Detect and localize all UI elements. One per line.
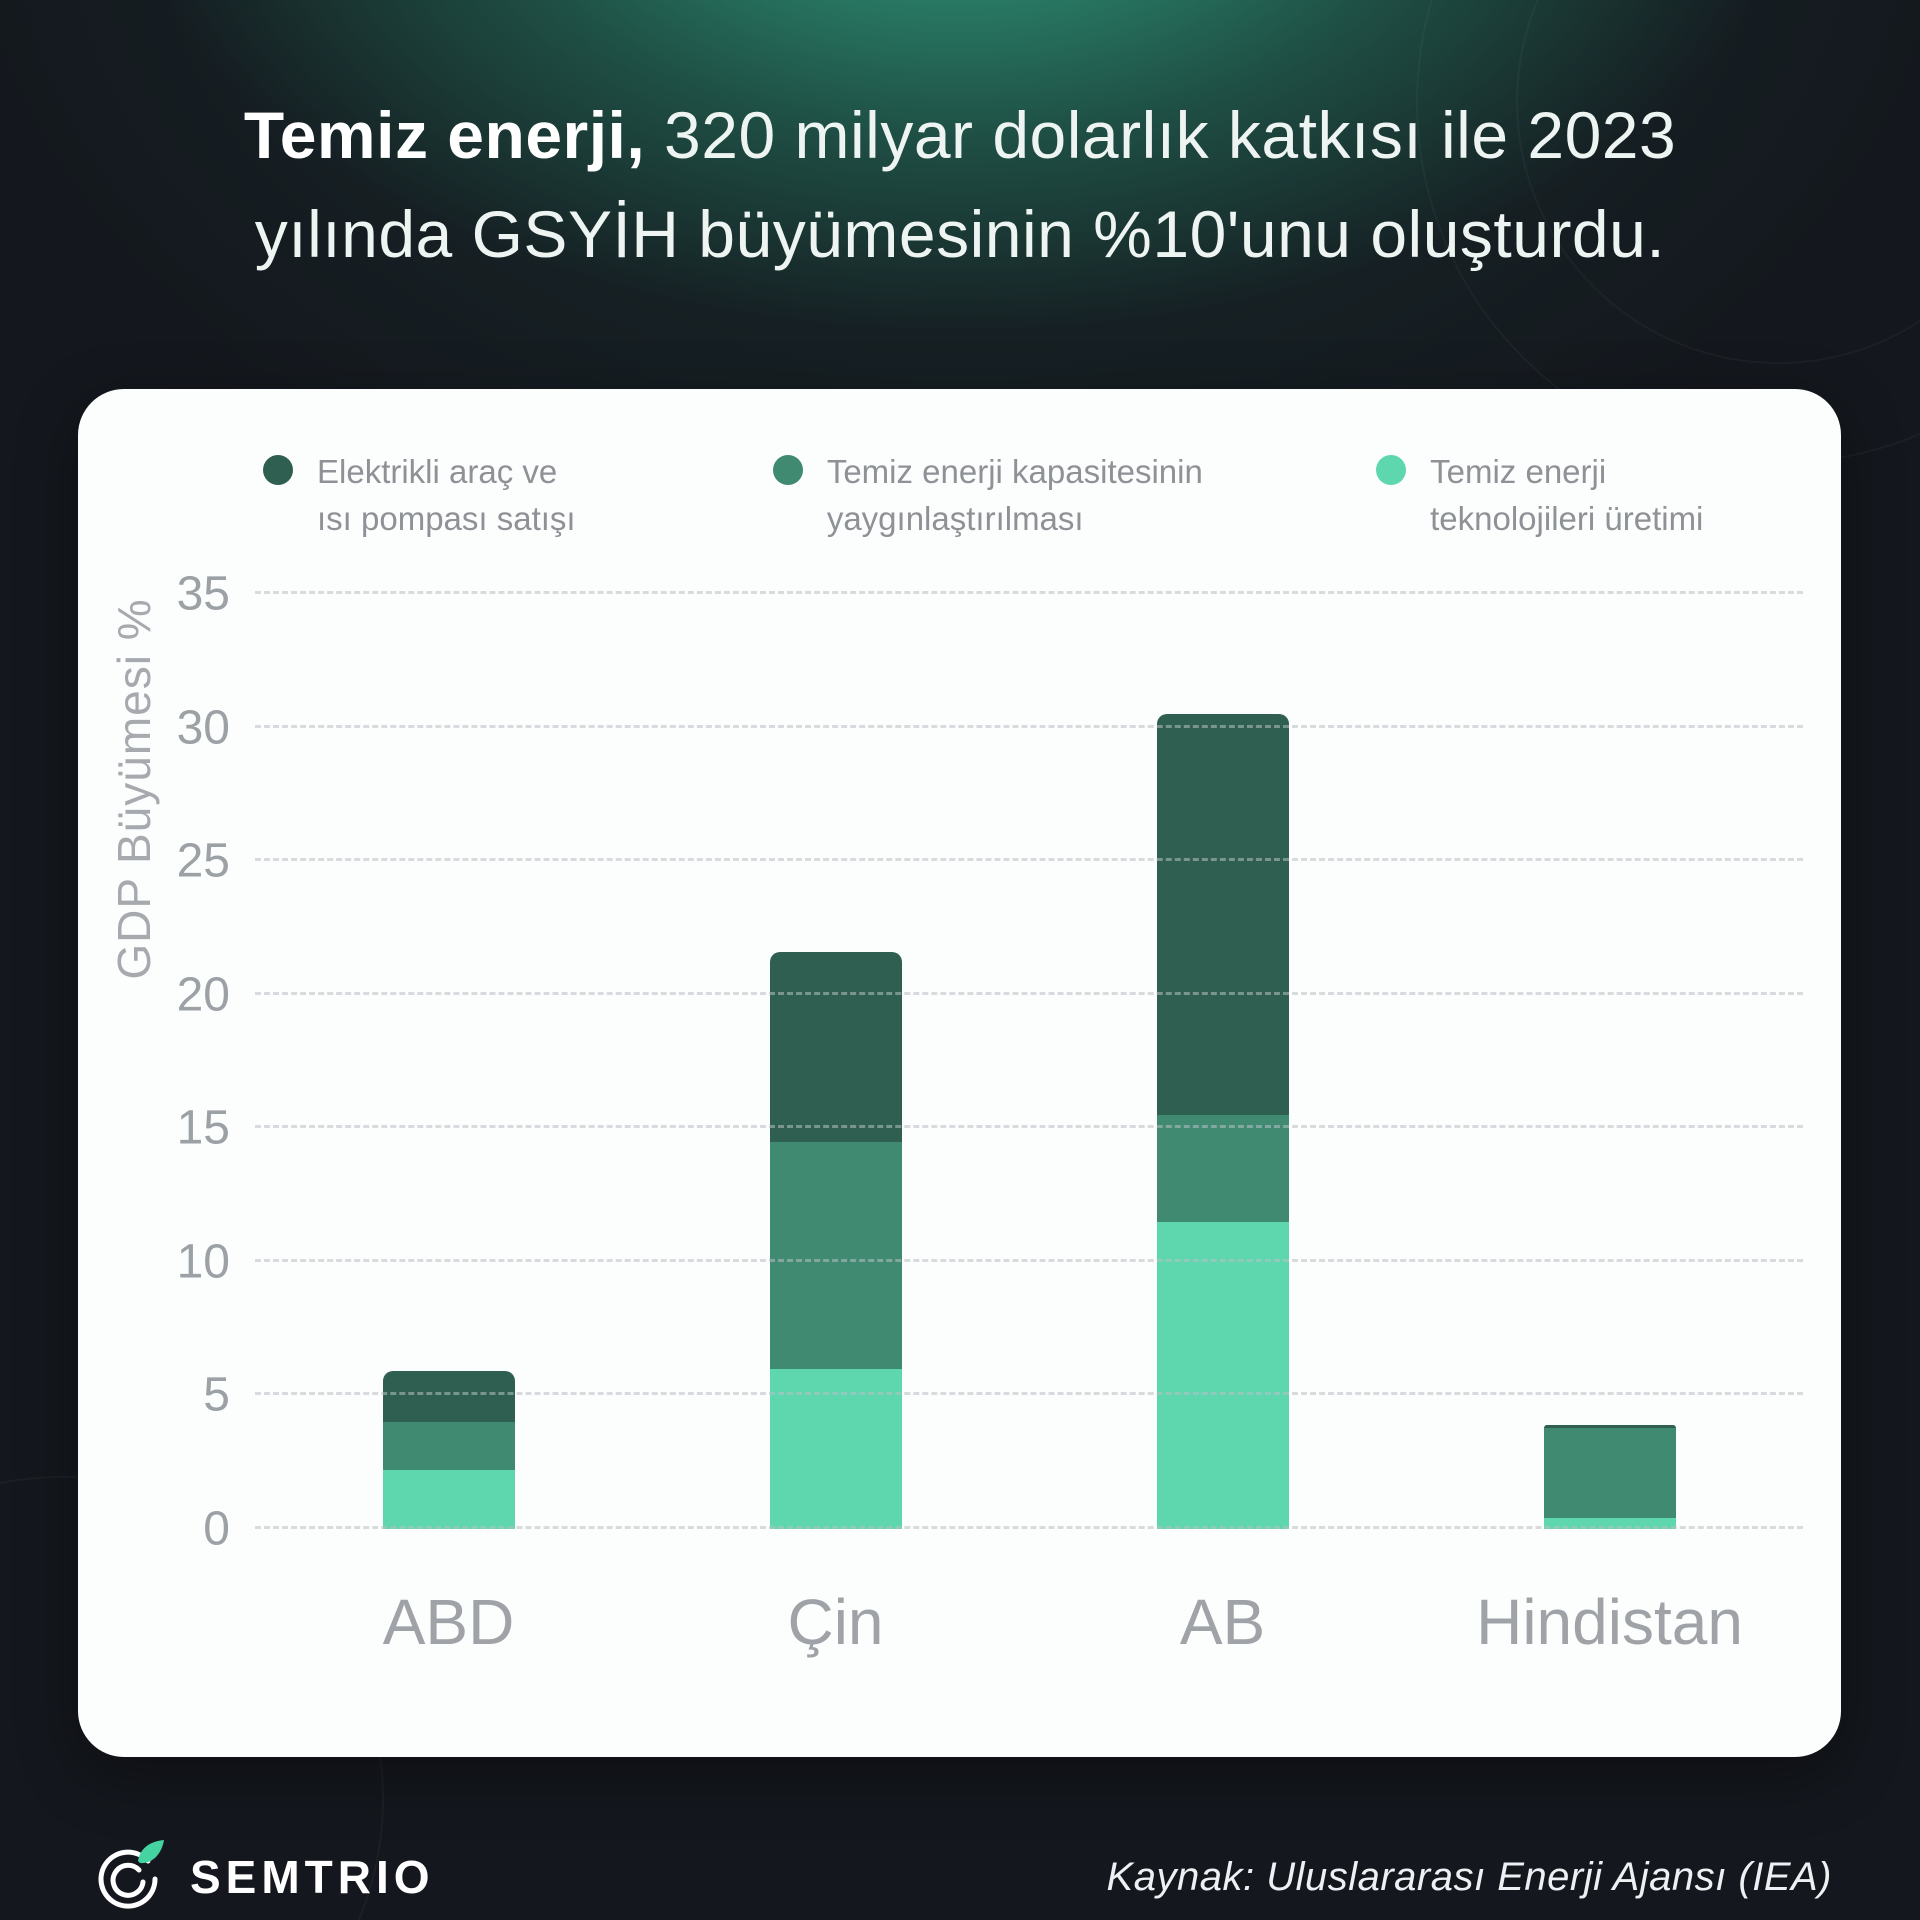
legend-dot-icon (263, 455, 293, 485)
leaf-icon (138, 1840, 164, 1864)
bar-segment (382, 1470, 515, 1529)
brand-name: SEMTRIO (190, 1851, 435, 1903)
gridline (255, 1125, 1803, 1129)
bar-segment (1543, 1518, 1676, 1529)
y-tick-label: 25 (176, 834, 230, 888)
legend-item: Temiz enerji teknolojileri üretimi (1376, 449, 1801, 543)
legend-dot-icon (1376, 455, 1407, 485)
x-category-label: AB (1179, 1586, 1266, 1658)
page-title-line2: yılında GSYİH büyümesinin %10'unu oluştu… (254, 197, 1666, 271)
y-tick-label: 10 (176, 1235, 230, 1289)
gridline (255, 724, 1803, 728)
gridline (255, 1526, 1803, 1529)
y-tick-labels: 0 5 10 15 20 25 30 35 (65, 568, 230, 1556)
gridline (255, 1392, 1803, 1396)
bar-segment (1156, 1114, 1289, 1222)
footer: SEMTRIO Kaynak: Uluslararası Enerji Ajan… (88, 1822, 1832, 1920)
gridline (255, 591, 1803, 594)
semtrio-logo-icon (88, 1837, 168, 1917)
bar-segment (769, 1141, 902, 1369)
bar-stack-Hindistan (1543, 594, 1676, 1529)
page-title: Temiz enerji, 320 milyar dolarlık katkıs… (60, 86, 1860, 284)
bar-segment (1156, 714, 1289, 1115)
y-tick-label: 30 (176, 701, 230, 755)
source-text: Kaynak: Uluslararası Enerji Ajansı (IEA) (1106, 1854, 1832, 1899)
bar-segment (1543, 1427, 1676, 1519)
bar-column (255, 594, 642, 1529)
plot-area: 0 5 10 15 20 25 30 35 ABD Çin AB Hindistan (177, 568, 1803, 1658)
x-category-label: Hindistan (1476, 1586, 1743, 1658)
y-tick-label: 0 (203, 1502, 230, 1556)
bars-layer (255, 594, 1803, 1529)
bar-segment (1156, 1221, 1289, 1529)
legend-item: Temiz enerji kapasitesinin yaygınlaştırıl… (772, 449, 1376, 543)
y-tick-label: 15 (176, 1101, 230, 1155)
bar-segment (382, 1371, 515, 1423)
bar-segment (769, 952, 902, 1142)
brand: SEMTRIO (88, 1837, 435, 1917)
gridline (255, 991, 1803, 995)
bar-column (1416, 594, 1803, 1529)
gridline (255, 858, 1803, 862)
legend-label: Temiz enerji kapasitesinin yaygınlaştırıl… (826, 453, 1203, 537)
gridline (255, 1258, 1803, 1262)
bar-column (642, 594, 1029, 1529)
y-tick-label: 35 (176, 567, 230, 621)
bar-stack-ABD (382, 594, 515, 1529)
x-category-label: Çin (787, 1586, 884, 1658)
legend-item: Elektrikli araç ve ısı pompası satışı (263, 449, 773, 543)
chart-legend: Elektrikli araç ve ısı pompası satışı Temi… (263, 449, 1801, 543)
bar-stack-AB (1156, 594, 1289, 1529)
bar-segment (382, 1422, 515, 1471)
x-category-label: ABD (382, 1586, 515, 1658)
chart-card: Elektrikli araç ve ısı pompası satışı Temi… (78, 389, 1841, 1757)
legend-label: Temiz enerji teknolojileri üretimi (1430, 453, 1704, 537)
page-title-rest: 320 milyar dolarlık katkısı ile 2023 (645, 98, 1677, 172)
legend-label: Elektrikli araç ve ısı pompası satışı (317, 453, 576, 537)
bar-column (1029, 594, 1416, 1529)
bar-segment (1543, 1424, 1676, 1428)
bar-stack-Çin (769, 594, 902, 1529)
legend-dot-icon (772, 455, 803, 485)
y-tick-label: 5 (203, 1368, 230, 1422)
page-title-bold: Temiz enerji, (243, 98, 646, 172)
x-axis-labels: ABD Çin AB Hindistan (255, 1585, 1803, 1659)
y-tick-label: 20 (176, 968, 230, 1022)
